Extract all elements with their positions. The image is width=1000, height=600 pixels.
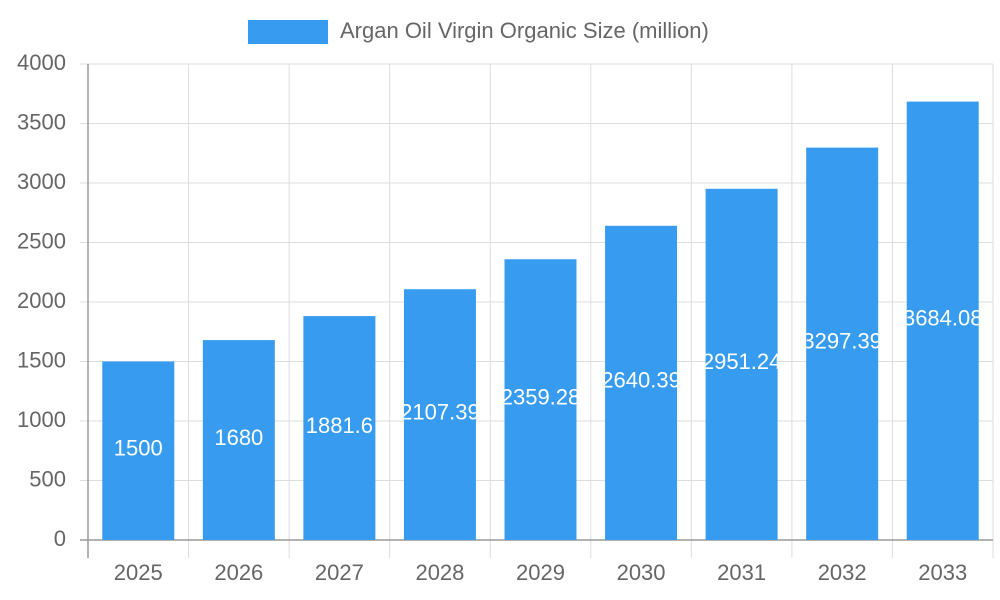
y-tick-label: 1500 (17, 347, 66, 372)
y-tick-label: 0 (54, 526, 66, 551)
x-tick-label: 2026 (214, 560, 263, 585)
bar (202, 340, 275, 540)
bar (504, 259, 577, 540)
value-label: 1680 (214, 425, 263, 450)
y-tick-label: 1000 (17, 407, 66, 432)
x-tick-label: 2029 (516, 560, 565, 585)
legend-label: Argan Oil Virgin Organic Size (million) (340, 18, 709, 43)
bar (906, 101, 979, 540)
value-label: 1500 (114, 436, 163, 461)
x-tick-label: 2033 (918, 560, 967, 585)
x-tick-label: 2028 (415, 560, 464, 585)
value-label: 2359.28 (501, 384, 581, 409)
x-tick-label: 2025 (114, 560, 163, 585)
legend-swatch (248, 20, 328, 44)
x-tick-label: 2030 (617, 560, 666, 585)
bar (705, 188, 778, 541)
x-tick-label: 2032 (818, 560, 867, 585)
value-label: 2640.39 (601, 368, 681, 393)
y-tick-label: 3000 (17, 169, 66, 194)
y-tick-label: 3500 (17, 109, 66, 134)
value-label: 2951.24 (702, 349, 782, 374)
y-tick-label: 500 (29, 466, 66, 491)
x-tick-label: 2027 (315, 560, 364, 585)
y-tick-label: 2500 (17, 228, 66, 253)
value-label: 3684.08 (903, 306, 983, 331)
bar (605, 225, 678, 541)
value-label: 3297.39 (802, 329, 882, 354)
value-label: 2107.39 (400, 399, 480, 424)
x-tick-label: 2031 (717, 560, 766, 585)
y-tick-label: 2000 (17, 288, 66, 313)
value-label: 1881.6 (306, 413, 373, 438)
y-tick-label: 4000 (17, 50, 66, 75)
bar (303, 316, 376, 540)
bar (403, 289, 476, 540)
bar (806, 147, 879, 540)
bar (102, 361, 175, 540)
